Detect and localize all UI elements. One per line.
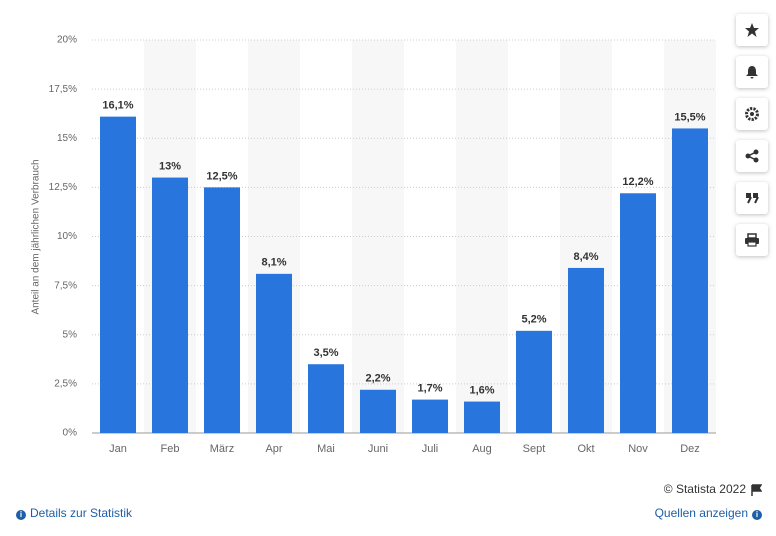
x-tick-label: Juni [368, 443, 388, 455]
details-text[interactable]: Details zur Statistik [30, 506, 133, 520]
copyright: © Statista 2022 [664, 482, 746, 496]
bar [672, 128, 708, 434]
bar [412, 399, 448, 433]
value-label: 5,2% [521, 314, 546, 326]
cite-button[interactable] [736, 182, 768, 214]
value-label: 2,2% [365, 373, 390, 385]
x-tick-label: Dez [680, 443, 700, 455]
value-label: 12,2% [622, 176, 653, 188]
x-tick-label: Sept [523, 443, 546, 455]
settings-button[interactable] [736, 98, 768, 130]
x-tick-label: Jan [109, 443, 127, 455]
y-tick-label: 15% [57, 133, 77, 144]
y-tick-label: 20% [57, 35, 77, 46]
value-label: 12,5% [206, 170, 237, 182]
bar [568, 267, 604, 433]
bar [308, 364, 344, 433]
value-label: 3,5% [313, 347, 338, 359]
x-tick-label: Juli [422, 443, 439, 455]
favorite-button[interactable] [736, 14, 768, 46]
flag-icon[interactable] [750, 484, 762, 496]
value-label: 8,4% [573, 251, 598, 263]
y-tick-label: 2,5% [54, 379, 77, 390]
value-label: 1,7% [417, 383, 442, 395]
y-tick-label: 7,5% [54, 280, 77, 291]
bar [360, 389, 396, 433]
value-label: 16,1% [102, 100, 133, 112]
bar [100, 116, 136, 433]
y-tick-label: 17,5% [49, 84, 77, 95]
value-label: 1,6% [469, 384, 494, 396]
x-tick-label: Aug [472, 443, 492, 455]
bar [620, 193, 656, 433]
x-tick-label: März [210, 443, 234, 455]
x-tick-label: Okt [577, 443, 594, 455]
copyright-text: © Statista 2022 [663, 482, 746, 496]
notify-button[interactable] [736, 56, 768, 88]
print-button[interactable] [736, 224, 768, 256]
y-tick-label: 10% [57, 231, 77, 242]
y-tick-label: 12,5% [49, 182, 77, 193]
value-label: 15,5% [674, 111, 705, 123]
value-label: 13% [159, 160, 181, 172]
share-button[interactable] [736, 140, 768, 172]
y-tick-label: 5% [63, 329, 78, 340]
sources-link[interactable]: Quellen anzeigen i [655, 506, 762, 520]
x-tick-label: Nov [628, 443, 648, 455]
y-axis-label: Anteil an dem jährlichen Verbrauch [31, 159, 42, 314]
y-tick-label: 0% [63, 428, 78, 439]
bar [256, 273, 292, 433]
sources-text[interactable]: Quellen anzeigen [654, 506, 748, 520]
value-label: 8,1% [261, 257, 286, 269]
x-tick-label: Feb [161, 443, 180, 455]
bar [516, 330, 552, 433]
bar [152, 177, 188, 433]
x-tick-label: Mai [317, 443, 335, 455]
bar [464, 401, 500, 433]
chart: Anteil an dem jährlichen Verbrauch 0% 2,5… [31, 35, 716, 455]
x-tick-label: Apr [265, 443, 282, 455]
details-link[interactable]: i Details zur Statistik [16, 506, 132, 520]
bar [204, 187, 240, 433]
